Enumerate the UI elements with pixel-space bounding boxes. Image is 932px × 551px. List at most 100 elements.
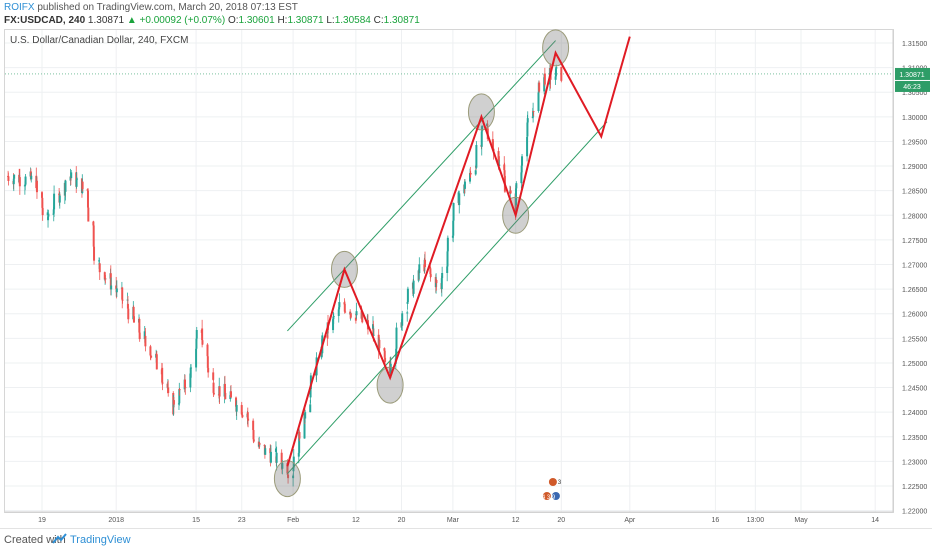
candle-body (258, 442, 261, 445)
event-flag-icon (551, 492, 560, 500)
author-link[interactable]: ROIFX (4, 2, 35, 13)
chart-header: ROIFX published on TradingView.com, Marc… (0, 0, 932, 28)
candle-body (446, 251, 449, 267)
y-tick-label: 1.27500 (902, 238, 927, 245)
event-label: 3 (558, 480, 562, 486)
candle-body (383, 348, 386, 351)
symbol-label: FX:USDCAD, 240 (4, 15, 86, 26)
tradingview-logo-icon[interactable] (52, 533, 68, 545)
y-tick-label: 1.25000 (902, 361, 927, 368)
candle-body (475, 144, 478, 168)
candle-body (538, 82, 541, 92)
countdown-tag (895, 80, 930, 92)
high-label: H: (277, 15, 288, 26)
tradingview-brand[interactable]: TradingView (70, 534, 131, 546)
candle-body (184, 387, 187, 389)
candle-body (269, 451, 272, 463)
candle-body (115, 288, 118, 293)
y-tick-label: 1.23000 (902, 459, 927, 466)
x-tick-label: 12 (512, 517, 520, 524)
candle-body (53, 193, 56, 210)
price-chart[interactable]: 1.315001.310001.305001.300001.295001.290… (0, 0, 932, 528)
candle-body (474, 170, 477, 175)
y-tick-label: 1.25500 (902, 336, 927, 343)
candle-body (241, 415, 244, 418)
candle-body (121, 299, 124, 301)
candle-body (440, 278, 443, 290)
x-tick-label: 15 (192, 517, 200, 524)
candle-body (429, 268, 432, 275)
candle-body (287, 475, 290, 479)
candle-body (526, 122, 529, 137)
publish-info: ROIFX published on TradingView.com, Marc… (4, 2, 298, 13)
candle-body (75, 178, 78, 180)
candle-body (424, 259, 427, 267)
candle-body (103, 272, 106, 280)
candle-body (155, 354, 158, 370)
candle-body (212, 392, 215, 395)
economic-events[interactable]: 3 4 3 9 (542, 478, 562, 501)
x-tick-label: 14 (871, 517, 879, 524)
candle-body (235, 405, 238, 412)
candle-body (263, 444, 266, 446)
x-tick-label: May (794, 517, 808, 524)
candle-body (526, 136, 529, 157)
price-axis[interactable]: 1.315001.310001.305001.300001.295001.290… (892, 30, 930, 516)
candle-body (70, 172, 73, 179)
candle-body (537, 92, 540, 112)
highlight-circle (467, 93, 495, 131)
candle-body (178, 389, 181, 391)
candle-body (150, 355, 153, 358)
candle-body (526, 118, 529, 123)
y-tick-label: 1.30000 (902, 115, 927, 122)
candle-body (303, 413, 306, 439)
candle-body (309, 404, 312, 413)
candle-body (338, 307, 341, 310)
candle-body (469, 172, 472, 175)
candle-body (246, 412, 249, 419)
candle-body (297, 452, 300, 457)
candle-body (127, 308, 130, 320)
x-tick-label: 2018 (108, 517, 124, 524)
candle-body (298, 432, 301, 453)
candle-body (172, 400, 175, 405)
candle-body (412, 280, 415, 294)
candle-body (441, 273, 444, 279)
y-tick-label: 1.26000 (902, 312, 927, 319)
x-tick-label: 20 (398, 517, 406, 524)
zigzag-pattern (286, 36, 631, 467)
candle-body (349, 313, 352, 318)
highlight-circle (376, 366, 404, 404)
time-axis[interactable]: 19 2018 15 23 Feb 12 20 Mar 12 20 Apr 16 13:00 May 14 (5, 511, 893, 524)
candle-body (92, 225, 95, 247)
candle-body (298, 432, 301, 439)
channel-line (287, 121, 608, 475)
created-with-text: Created with (4, 534, 66, 546)
price-change: ▲ +0.00092 (+0.07%) (126, 15, 226, 26)
candle-body (446, 237, 449, 252)
candle-body (195, 348, 198, 368)
y-tick-label: 1.22000 (902, 509, 927, 516)
candle-body (274, 448, 277, 452)
current-price-tag (895, 67, 930, 80)
candle-body (458, 193, 461, 206)
candle-body (87, 207, 90, 222)
event-flag-icon (542, 492, 551, 500)
candle-body (264, 448, 267, 455)
highlight-circle (273, 460, 301, 498)
candle-body (167, 387, 170, 393)
candle-body (275, 452, 278, 463)
footer: Created with TradingView (0, 528, 932, 551)
current-price-value: 1.30871 (899, 72, 924, 79)
candle-body (338, 302, 341, 308)
candle-body (218, 386, 221, 397)
candle-body (121, 287, 124, 300)
candle-body (64, 180, 67, 192)
candle-body (18, 177, 21, 187)
candle-body (132, 306, 135, 317)
y-tick-label: 1.26500 (902, 287, 927, 294)
candle-body (81, 181, 84, 190)
candle-body (304, 412, 307, 419)
candle-body (178, 389, 181, 404)
low-label: L: (326, 15, 335, 26)
